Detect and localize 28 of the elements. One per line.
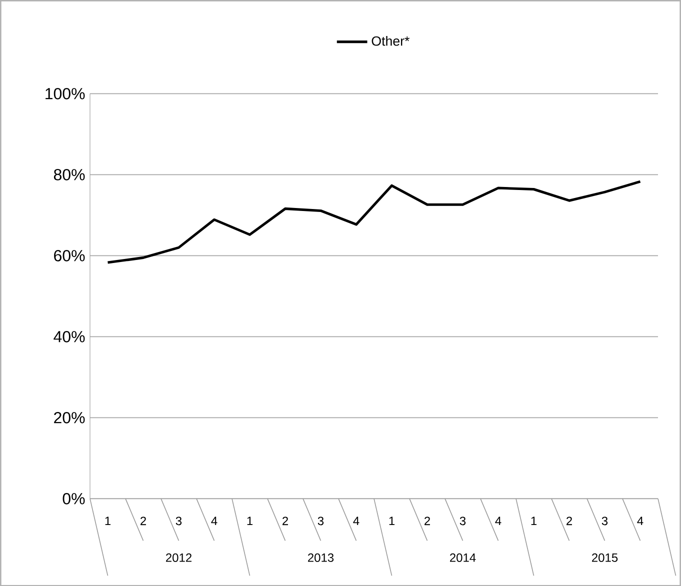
x-tick-label: 2 [140,516,146,525]
x-tick-label: 3 [318,516,324,526]
x-tick-label: 1 [247,516,253,525]
x-tick-label: 1 [389,516,394,525]
x-tick-label: 1 [531,516,536,525]
x-tick-label: 3 [176,516,182,526]
line-series [106,180,642,264]
x-tick-label: 4 [211,516,218,525]
x-tick-label: 3 [460,516,466,526]
y-tick-label: 60% [54,250,85,262]
y-tick-label: 20% [54,412,85,424]
x-tick-label: 1 [105,516,111,525]
text: 2015 [592,553,618,562]
x-tick-label: 3 [602,516,608,526]
text: 2013 [308,553,334,562]
x-tick-label: 2 [424,516,430,525]
y-tick-label: 80% [54,168,85,180]
legend-label: Other* [372,36,410,46]
text: 2012 [166,553,192,562]
y-tick-label: 0% [62,492,85,504]
x-tick-label: 4 [637,516,644,525]
text: 2014 [450,553,476,562]
x-tick-label: 4 [495,516,502,525]
x-tick-label: 2 [282,516,288,525]
x-tick-label: 4 [353,516,360,525]
y-tick-label: 100% [46,88,85,100]
x-tick-label: 2 [566,516,572,525]
y-tick-label: 40% [54,330,85,342]
